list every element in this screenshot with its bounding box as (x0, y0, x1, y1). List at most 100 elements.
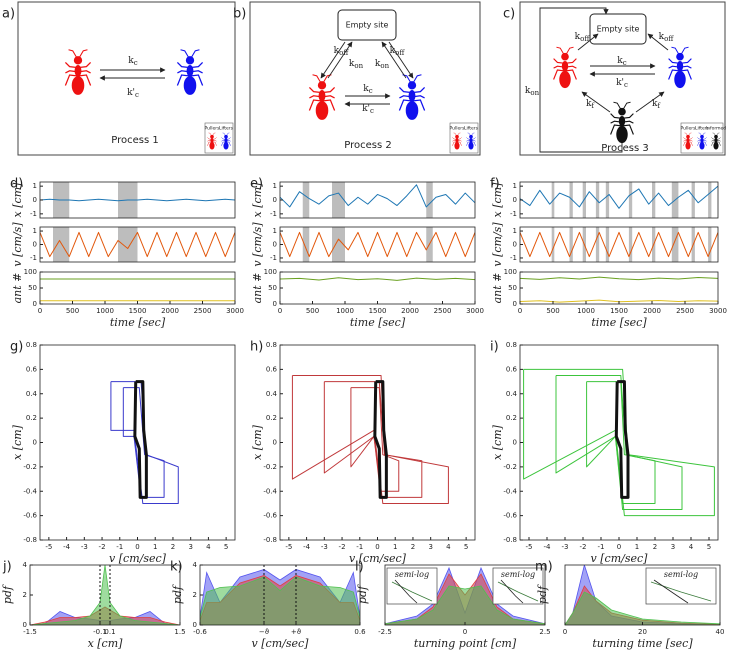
ant-antenna (467, 132, 471, 136)
series-line (373, 380, 388, 499)
ant-leg (679, 69, 692, 80)
x-tick-label: -5 (526, 543, 533, 551)
series-line (350, 387, 400, 492)
ant-leg (321, 86, 336, 94)
x-tick-label: -3 (81, 543, 88, 551)
series-line (520, 231, 718, 258)
rate-label: kc (617, 56, 626, 68)
ant-leg (687, 137, 693, 140)
y-tick-label: -0.4 (503, 487, 517, 495)
arrow (320, 41, 346, 79)
x-axis-label: time [sec] (591, 316, 647, 329)
ant-antenna (684, 132, 688, 136)
ant-head (210, 134, 214, 139)
x-tick-label: -2 (580, 543, 587, 551)
ant-leg (697, 137, 703, 140)
ant-abdomen (405, 101, 419, 120)
ant-leg (77, 61, 92, 69)
y-axis-label: v [cm/s] (11, 222, 24, 267)
panel-box (519, 1, 726, 156)
series-line (133, 380, 148, 499)
x-tick-label: 1 (635, 543, 639, 551)
ant-leg (456, 137, 462, 140)
ant-leg (321, 95, 335, 99)
ant-leg (399, 95, 413, 99)
x-tick-label: 2500 (194, 307, 212, 315)
legend-label: Lifters (464, 126, 479, 132)
ant-icon (610, 101, 634, 144)
ant-leg (211, 140, 217, 142)
ant-leg (211, 141, 217, 146)
y-tick-label: 0 (33, 241, 37, 249)
panel-label: i) (490, 340, 499, 355)
panel-label: l) (355, 560, 364, 575)
y-tick-label: 0.2 (26, 414, 37, 422)
ant-leg (668, 65, 681, 69)
ant-leg (679, 65, 692, 69)
y-tick-label: 2 (23, 591, 27, 599)
ant-head (676, 52, 684, 61)
x-tick-label: 1 (153, 543, 157, 551)
rate-label: koff (575, 32, 591, 44)
density-area (385, 566, 545, 625)
x-tick-label: 2000 (161, 307, 179, 315)
arrow (581, 91, 611, 113)
ant-leg (470, 137, 476, 140)
x-tick-label: 20 (638, 628, 647, 636)
ant-head (455, 134, 459, 139)
y-tick-label: 4 (23, 561, 28, 569)
ant-leg (715, 140, 721, 142)
rate-label: kf (652, 99, 661, 111)
ant-leg (411, 95, 425, 99)
y-tick-label: -1 (510, 210, 517, 218)
x-axis-label: v [cm/sec] (252, 637, 310, 650)
ant-antenna (79, 49, 88, 58)
rate-label: kon (525, 86, 540, 98)
shaded-span (302, 182, 310, 218)
ant-abdomen (559, 70, 571, 89)
panel-label: a) (2, 7, 15, 22)
ant-leg (553, 65, 566, 69)
panel-label: g) (10, 340, 23, 355)
ant-leg (452, 137, 458, 140)
empty-site-box (337, 9, 397, 41)
y-tick-label: -0.4 (263, 487, 277, 495)
ant-leg (452, 140, 458, 142)
ant-antenna (623, 101, 631, 110)
x-tick-label: 0 (518, 307, 522, 315)
ant-leg (177, 70, 191, 74)
x-tick-label: 3 (671, 543, 675, 551)
rate-label: kc (128, 56, 137, 68)
legend-box (449, 122, 479, 154)
y-tick-label: 0 (273, 241, 277, 249)
ant-leg (621, 113, 634, 119)
ant-leg (65, 70, 79, 74)
x-axis-label: v [cm/sec] (349, 552, 407, 565)
ant-leg (553, 69, 566, 80)
x-tick-label: 2000 (401, 307, 419, 315)
ant-head (714, 134, 718, 139)
y-tick-label: 0 (513, 196, 517, 204)
series-line (40, 198, 235, 202)
ant-leg (398, 86, 413, 94)
x-tick-label: 1000 (96, 307, 114, 315)
ant-head (561, 52, 569, 61)
y-tick-label: 1 (273, 227, 277, 235)
ant-antenna (712, 132, 716, 136)
ant-leg (225, 137, 231, 140)
y-tick-label: 0 (513, 439, 517, 447)
ant-abdomen (616, 125, 628, 144)
y-axis-label: x [cm] (11, 182, 24, 218)
process-caption: Process 1 (111, 135, 158, 146)
ant-icon (398, 74, 426, 120)
inset-curve (653, 579, 689, 604)
ant-leg (668, 69, 681, 80)
shaded-span (332, 227, 345, 262)
ant-leg (466, 140, 472, 142)
y-tick-label: -1 (510, 254, 517, 262)
ant-leg (189, 61, 204, 69)
y-tick-label: -0.6 (263, 512, 277, 520)
inset-label: semi-log (395, 570, 429, 579)
arrow (577, 33, 599, 51)
rate-label: kf (586, 99, 595, 111)
